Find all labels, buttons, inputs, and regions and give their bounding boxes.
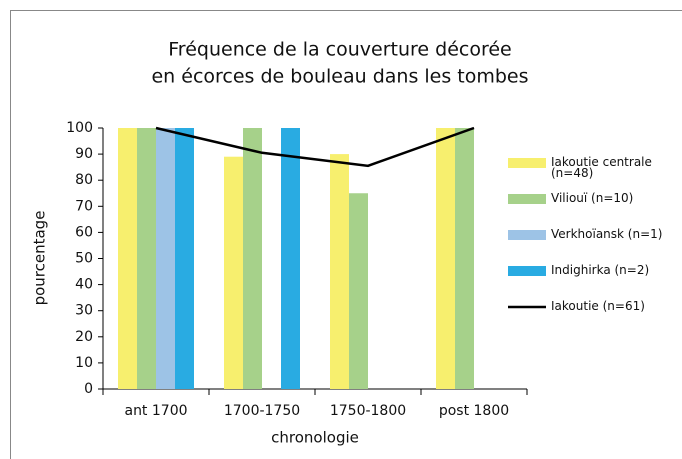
legend-label: Verkhoïansk (n=1) [551, 227, 663, 241]
legend-label: Iakoutie centrale (n=48) [551, 155, 652, 180]
bar [281, 128, 300, 389]
bar [175, 128, 194, 389]
legend-label: Viliouï (n=10) [551, 191, 634, 205]
legend-swatch [508, 194, 546, 204]
bar [224, 156, 243, 389]
y-tick-label: 20 [75, 329, 93, 345]
legend-label: Indighirka (n=2) [551, 263, 650, 277]
y-tick-label: 30 [75, 303, 93, 319]
y-axis-label: pourcentage [31, 211, 49, 306]
y-tick-label: 10 [75, 355, 93, 371]
y-tick-label: 100 [66, 120, 93, 136]
chart-title: Fréquence de la couverture décorée [168, 39, 511, 61]
chart-title: en écorces de bouleau dans les tombes [151, 66, 528, 88]
bar [436, 128, 455, 389]
bar [330, 154, 349, 389]
y-tick-label: 0 [84, 381, 93, 397]
x-axis-label: chronologie [271, 429, 359, 447]
legend-swatch [508, 266, 546, 276]
bar [137, 128, 156, 389]
legend-label: Iakoutie (n=61) [551, 299, 645, 313]
y-tick-label: 50 [75, 251, 93, 267]
bar [349, 193, 368, 389]
legend-swatch [508, 158, 546, 168]
y-tick-label: 40 [75, 277, 93, 293]
y-tick-label: 90 [75, 146, 93, 162]
x-tick-label: 1700-1750 [224, 403, 300, 419]
bar [243, 128, 262, 389]
line [155, 126, 475, 168]
bar [156, 128, 175, 389]
y-tick-label: 80 [75, 172, 93, 188]
bar [455, 128, 474, 389]
frame [10, 10, 682, 459]
y-tick-label: 70 [75, 198, 93, 214]
y-tick-label: 60 [75, 224, 93, 240]
bar [118, 128, 137, 389]
legend-swatch [508, 230, 546, 240]
x-tick-label: ant 1700 [124, 403, 187, 419]
x-tick-label: 1750-1800 [330, 403, 406, 419]
x-tick-label: post 1800 [439, 403, 509, 419]
